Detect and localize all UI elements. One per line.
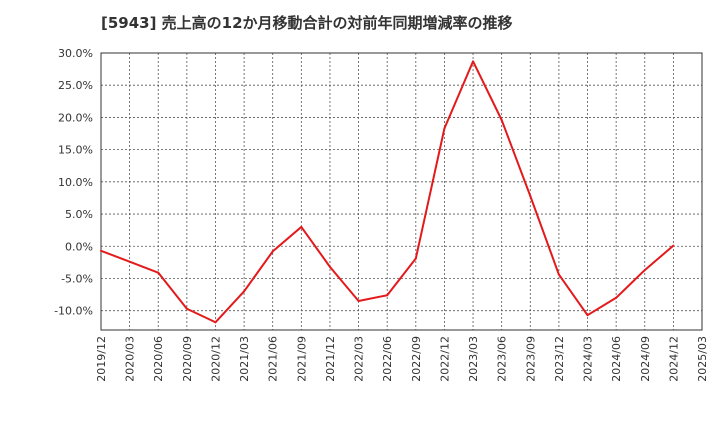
x-tick-label: 2019/12 bbox=[95, 336, 108, 382]
y-tick-label: 10.0% bbox=[58, 176, 93, 189]
x-tick-label: 2022/03 bbox=[353, 336, 366, 382]
x-tick-label: 2022/06 bbox=[381, 336, 394, 382]
x-tick-label: 2020/09 bbox=[181, 336, 194, 382]
x-tick-label: 2020/12 bbox=[209, 336, 222, 382]
data-point bbox=[243, 290, 246, 293]
x-tick-label: 2020/03 bbox=[124, 336, 137, 382]
plot-area bbox=[101, 53, 702, 330]
data-point bbox=[529, 195, 532, 198]
data-point bbox=[214, 321, 217, 324]
data-point bbox=[414, 257, 417, 260]
x-tick-label: 2025/03 bbox=[696, 336, 709, 382]
data-point bbox=[100, 249, 102, 252]
data-point bbox=[472, 60, 475, 63]
data-point bbox=[357, 300, 360, 303]
x-tick-label: 2021/03 bbox=[238, 336, 251, 382]
y-tick-label: 0.0% bbox=[65, 240, 93, 253]
x-tick-label: 2024/12 bbox=[667, 336, 680, 382]
data-point bbox=[185, 307, 188, 310]
data-point bbox=[271, 250, 274, 253]
x-tick-label: 2022/12 bbox=[438, 336, 451, 382]
x-axis: 2019/12 2020/03 2020/06 2020/09 2020/12 2021/… bbox=[95, 336, 709, 382]
x-tick-label: 2020/06 bbox=[152, 336, 165, 382]
data-point bbox=[672, 244, 675, 247]
x-tick-label: 2024/09 bbox=[639, 336, 652, 382]
x-tick-label: 2023/03 bbox=[467, 336, 480, 382]
x-tick-label: 2021/09 bbox=[295, 336, 308, 382]
x-tick-label: 2021/06 bbox=[267, 336, 280, 382]
x-tick-label: 2024/03 bbox=[582, 336, 595, 382]
data-point bbox=[328, 265, 331, 268]
data-point bbox=[557, 273, 560, 276]
data-point bbox=[157, 271, 160, 274]
y-tick-label: 15.0% bbox=[58, 144, 93, 157]
x-tick-label: 2021/12 bbox=[324, 336, 337, 382]
x-tick-label: 2023/09 bbox=[524, 336, 537, 382]
data-point bbox=[443, 127, 446, 130]
data-point bbox=[586, 314, 589, 317]
x-tick-label: 2023/12 bbox=[553, 336, 566, 382]
y-tick-label: -5.0% bbox=[61, 272, 93, 285]
y-tick-label: -10.0% bbox=[54, 305, 93, 318]
data-point bbox=[500, 118, 503, 121]
data-point bbox=[615, 296, 618, 299]
plot-border bbox=[100, 52, 703, 331]
chart-title: [5943] 売上高の12か月移動合計の対前年同期増減率の推移 bbox=[101, 14, 513, 32]
x-tick-label: 2022/09 bbox=[410, 336, 423, 382]
y-axis: 30.0% 25.0% 20.0% 15.0% 10.0% 5.0% 0.0% -5.0% -1… bbox=[54, 47, 93, 318]
y-tick-label: 30.0% bbox=[58, 47, 93, 60]
data-point bbox=[300, 225, 303, 228]
y-tick-label: 25.0% bbox=[58, 79, 93, 92]
x-tick-label: 2024/06 bbox=[610, 336, 623, 382]
y-tick-label: 5.0% bbox=[65, 208, 93, 221]
y-tick-label: 20.0% bbox=[58, 111, 93, 124]
series-layer bbox=[100, 60, 675, 324]
x-tick-label: 2023/06 bbox=[496, 336, 509, 382]
data-point bbox=[128, 260, 131, 263]
data-point bbox=[643, 269, 646, 272]
data-point bbox=[386, 294, 389, 297]
